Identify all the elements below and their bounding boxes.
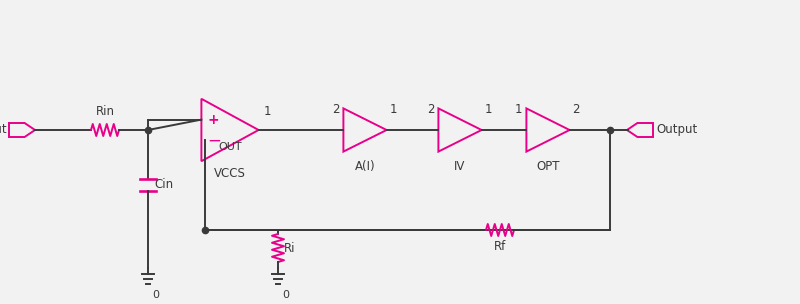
- Text: 1: 1: [514, 103, 522, 116]
- Text: OPT: OPT: [536, 160, 560, 173]
- Text: 2: 2: [426, 103, 434, 116]
- Text: 1: 1: [390, 103, 397, 116]
- Text: 2: 2: [332, 103, 339, 116]
- Text: Input: Input: [0, 123, 7, 136]
- Text: 2: 2: [573, 103, 580, 116]
- Text: 0: 0: [152, 290, 159, 300]
- Text: 1: 1: [485, 103, 492, 116]
- Text: Rf: Rf: [494, 240, 506, 253]
- Text: 0: 0: [282, 290, 289, 300]
- Text: +: +: [207, 112, 219, 126]
- Text: VCCS: VCCS: [214, 167, 246, 180]
- Text: 1: 1: [264, 105, 271, 118]
- Text: Cin: Cin: [154, 178, 173, 192]
- Text: −: −: [207, 131, 222, 149]
- Text: Ri: Ri: [284, 241, 295, 254]
- Text: Rin: Rin: [95, 105, 114, 118]
- Text: A(I): A(I): [354, 160, 375, 173]
- Text: OUT: OUT: [218, 142, 242, 152]
- Text: Output: Output: [656, 123, 698, 136]
- Text: IV: IV: [454, 160, 466, 173]
